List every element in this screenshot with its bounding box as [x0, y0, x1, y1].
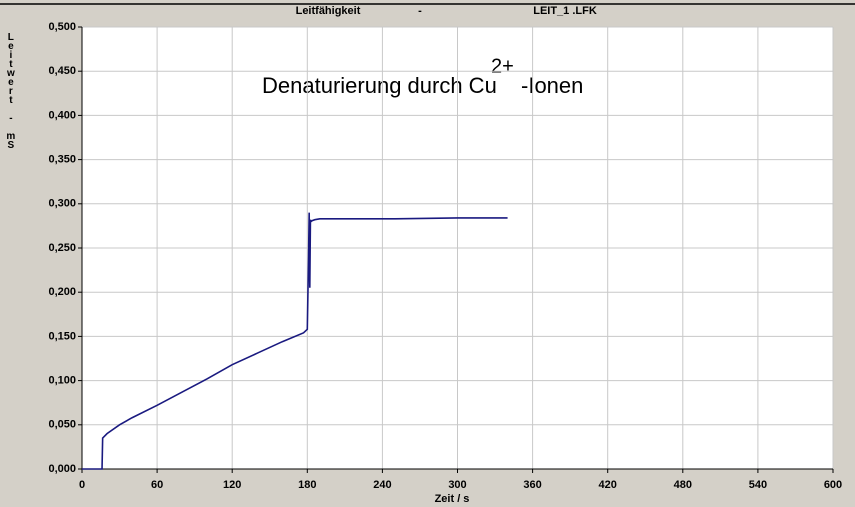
title-separator: -	[418, 5, 422, 17]
x-tick-label: 420	[599, 479, 617, 491]
x-tick-label: 0	[79, 479, 85, 491]
y-tick-label: 0,100	[48, 375, 76, 387]
x-tick-label: 480	[674, 479, 692, 491]
x-tick-label: 180	[298, 479, 316, 491]
file-name: LEIT_1 .LFK	[533, 5, 597, 17]
x-tick-label: 120	[223, 479, 241, 491]
y-tick-label: 0,450	[48, 65, 76, 77]
x-tick-label: 300	[448, 479, 466, 491]
chart-title: Leitfähigkeit	[296, 5, 361, 17]
x-tick-label: 60	[151, 479, 163, 491]
annotation-after: -Ionen	[521, 73, 583, 98]
annotation-sup: 2+	[491, 55, 514, 77]
x-tick-label: 540	[749, 479, 767, 491]
y-tick-label: 0,200	[48, 286, 76, 298]
x-tick-label: 240	[373, 479, 391, 491]
y-tick-label: 0,350	[48, 154, 76, 166]
data-line	[82, 212, 508, 470]
x-tick-label: 360	[523, 479, 541, 491]
y-tick-label: 0,250	[48, 242, 76, 254]
y-tick-label: 0,150	[48, 330, 76, 342]
annotation: Denaturierung durch Cu	[262, 73, 497, 98]
x-tick-label: 600	[824, 479, 842, 491]
y-tick-label: 0,000	[48, 463, 76, 475]
y-tick-label: 0,400	[48, 109, 76, 121]
y-tick-label: 0,300	[48, 198, 76, 210]
y-tick-label: 0,050	[48, 419, 76, 431]
y-axis-label: Leitwert - mS	[5, 32, 16, 149]
y-tick-label: 0,500	[48, 21, 76, 33]
x-axis-label: Zeit / s	[435, 493, 470, 505]
